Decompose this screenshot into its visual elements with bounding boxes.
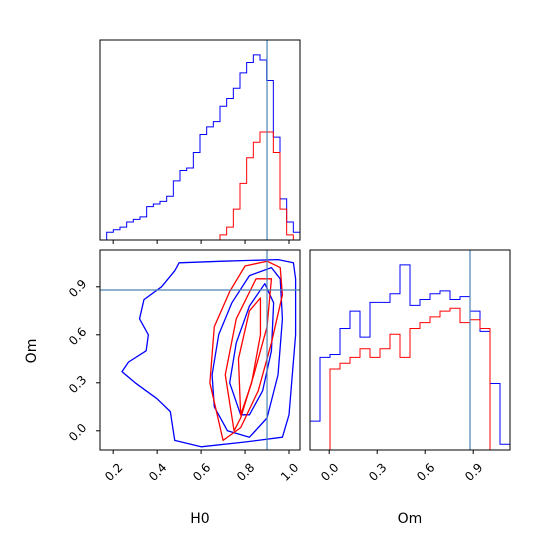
- contour-ytick-label-1: 0.3: [66, 373, 89, 396]
- hist-om-panel: 0.0 0.3 0.6 0.9: [309, 249, 511, 484]
- hist-h0-series-0: [100, 54, 301, 241]
- y-axis-label-om: Om: [24, 339, 40, 364]
- contour-frame: [99, 249, 301, 451]
- contour-series-0-level-2: [229, 282, 275, 416]
- x-axis-label-om: Om: [398, 511, 423, 527]
- hist-h0-panel: [99, 39, 301, 244]
- contour-body: [121, 258, 297, 448]
- contour-ytick-label-0: 0.0: [66, 421, 89, 444]
- contour-series-1-level-2: [237, 297, 262, 416]
- hist-om-xtick-label-3: 0.9: [462, 460, 485, 483]
- contour-xtick-label-2: 0.6: [190, 460, 213, 483]
- hist-om-xtick-label-1: 0.3: [366, 460, 389, 483]
- contour-h0-om-panel: 0.2 0.4 0.6 0.8 1.0 0.0 0.3 0.6 0.9: [66, 249, 301, 484]
- hist-om-frame: [309, 249, 511, 451]
- hist-om-xtick-label-0: 0.0: [318, 460, 341, 483]
- contour-xtick-label-0: 0.2: [102, 460, 125, 483]
- contour-ytick-label-3: 0.9: [66, 277, 89, 300]
- contour-series-0-level-1: [211, 266, 284, 438]
- hist-h0-frame: [99, 39, 301, 241]
- contour-ytick-label-2: 0.6: [66, 325, 89, 348]
- hist-om-xtick-label-2: 0.6: [414, 460, 437, 483]
- contour-series-1-level-0: [209, 260, 284, 442]
- hist-om-series-0: [309, 264, 511, 450]
- x-axis-label-h0: H0: [190, 511, 209, 527]
- contour-xtick-label-1: 0.4: [146, 460, 169, 483]
- contour-series-0-level-0: [121, 258, 297, 448]
- contour-xtick-label-4: 1.0: [278, 460, 301, 483]
- contour-xtick-label-3: 0.8: [234, 460, 257, 483]
